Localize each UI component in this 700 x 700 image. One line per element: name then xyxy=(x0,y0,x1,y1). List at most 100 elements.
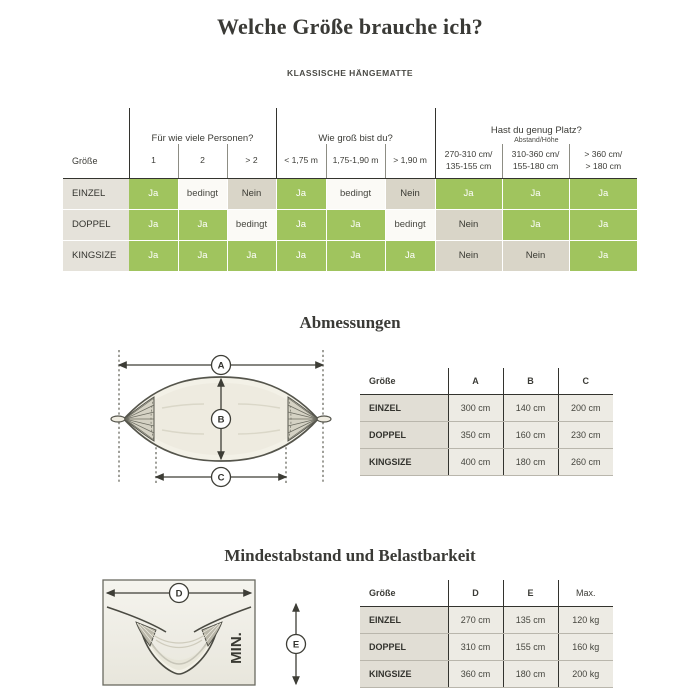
column-header-1-person: 1 xyxy=(128,144,178,179)
table-row: KINGSIZE Ja Ja Ja Ja Ja Ja Nein Nein Ja xyxy=(63,240,638,272)
measure-badge-a-bg xyxy=(210,354,232,376)
cell-doppel-8: Ja xyxy=(501,209,570,241)
dist-header-d: D xyxy=(447,580,503,607)
dim-header-b: B xyxy=(502,368,558,395)
table-row: DOPPEL 310 cm 155 cm 160 kg xyxy=(360,633,613,661)
cell-einzel-3: Nein xyxy=(226,178,277,210)
dist-einzel-d: 270 cm xyxy=(447,606,503,634)
cell-kingsize-7: Nein xyxy=(434,240,503,272)
dist-kingsize-max: 200 kg xyxy=(557,660,613,688)
cell-doppel-2: Ja xyxy=(177,209,227,241)
space-line-2: 135-155 cm xyxy=(445,160,492,171)
cell-einzel-2: bedingt xyxy=(177,178,227,210)
measure-label-d: D xyxy=(176,589,183,600)
group-header-spacer xyxy=(63,108,129,144)
dist-header-max: Max. xyxy=(557,580,613,607)
row-label-kingsize: KINGSIZE xyxy=(63,240,129,272)
measure-badge-b-bg xyxy=(210,408,232,430)
measure-badge-d-bg xyxy=(168,582,190,604)
cell-doppel-7: Nein xyxy=(434,209,503,241)
dimensions-table: Größe A B C EINZEL 300 cm 140 cm 200 cm … xyxy=(360,368,613,476)
space-line-1: 310-360 cm/ xyxy=(511,149,560,160)
table-row: KINGSIZE 360 cm 180 cm 200 kg xyxy=(360,660,613,688)
dim-doppel-a: 350 cm xyxy=(447,421,503,449)
dim-row-label-einzel: EINZEL xyxy=(360,394,448,422)
column-header-space-310-360: 310-360 cm/ 155-180 cm xyxy=(501,144,570,179)
column-header-2-persons: 2 xyxy=(177,144,227,179)
cell-einzel-7: Ja xyxy=(434,178,503,210)
product-type-label: KLASSISCHE HÄNGEMATTE xyxy=(287,68,413,78)
cell-einzel-9: Ja xyxy=(568,178,638,210)
hammock-hanging-diagram: D E MIN. xyxy=(102,579,307,686)
cell-kingsize-6: Ja xyxy=(384,240,436,272)
section-title-dimensions: Abmessungen xyxy=(299,313,401,332)
hammock-sag-shade xyxy=(144,630,214,670)
row-label-doppel: DOPPEL xyxy=(63,209,129,241)
cell-einzel-6: Nein xyxy=(384,178,436,210)
measure-label-a: A xyxy=(218,361,225,372)
dim-einzel-b: 140 cm xyxy=(502,394,558,422)
column-header-row: Größe 1 2 > 2 < 1,75 m 1,75-1,90 m > 1,9… xyxy=(63,144,638,179)
dimensions-header-row: Größe A B C xyxy=(360,368,613,395)
hammock-gathered-ends xyxy=(110,396,332,442)
cell-kingsize-1: Ja xyxy=(129,240,178,272)
hammock-flat-diagram: A B C xyxy=(110,350,332,488)
distance-table: Größe D E Max. EINZEL 270 cm 135 cm 120 … xyxy=(360,580,613,688)
cell-doppel-6: bedingt xyxy=(384,209,436,241)
table-row: KINGSIZE 400 cm 180 cm 260 cm xyxy=(360,448,613,476)
group-sublabel-space: Abstand/Höhe xyxy=(514,137,559,144)
column-header-175-190: 1,75-1,90 m xyxy=(325,144,386,179)
group-header-space: Hast du genug Platz? Abstand/Höhe xyxy=(434,108,638,144)
table-row: DOPPEL 350 cm 160 cm 230 cm xyxy=(360,421,613,449)
dim-row-label-doppel: DOPPEL xyxy=(360,421,448,449)
column-header-size: Größe xyxy=(63,144,129,179)
cell-doppel-1: Ja xyxy=(129,209,178,241)
dist-doppel-d: 310 cm xyxy=(447,633,503,661)
dist-header-size: Größe xyxy=(360,580,448,607)
cell-einzel-4: Ja xyxy=(275,178,327,210)
measure-label-c: C xyxy=(218,473,225,484)
dist-kingsize-d: 360 cm xyxy=(447,660,503,688)
dim-header-a: A xyxy=(447,368,503,395)
column-header-over-190: > 1,90 m xyxy=(384,144,436,179)
table-row: EINZEL Ja bedingt Nein Ja bedingt Nein J… xyxy=(63,178,638,210)
column-header-under-175: < 1,75 m xyxy=(275,144,327,179)
measure-badge-e-bg xyxy=(285,633,307,655)
compatibility-table-body: EINZEL Ja bedingt Nein Ja bedingt Nein J… xyxy=(63,178,638,272)
group-header-row: Für wie viele Personen? Wie groß bist du… xyxy=(63,108,638,144)
hammock-sag-ends xyxy=(135,621,223,649)
group-header-persons: Für wie viele Personen? xyxy=(128,108,277,144)
group-label-space: Hast du genug Platz? xyxy=(490,125,582,136)
dim-header-c: C xyxy=(557,368,613,395)
page-title: Welche Größe brauche ich? xyxy=(217,14,483,39)
dist-doppel-max: 160 kg xyxy=(557,633,613,661)
group-header-height: Wie groß bist du? xyxy=(275,108,436,144)
cell-einzel-1: Ja xyxy=(129,178,178,210)
dist-header-e: E xyxy=(502,580,558,607)
cell-kingsize-9: Ja xyxy=(568,240,638,272)
dim-doppel-b: 160 cm xyxy=(502,421,558,449)
cell-kingsize-2: Ja xyxy=(177,240,227,272)
dim-kingsize-b: 180 cm xyxy=(502,448,558,476)
dim-einzel-c: 200 cm xyxy=(557,394,613,422)
table-row: EINZEL 300 cm 140 cm 200 cm xyxy=(360,394,613,422)
dim-einzel-a: 300 cm xyxy=(447,394,503,422)
space-line-1: > 360 cm/ xyxy=(584,149,623,160)
space-line-2: > 180 cm xyxy=(585,160,622,171)
dist-kingsize-e: 180 cm xyxy=(502,660,558,688)
rope-left xyxy=(106,606,167,633)
column-header-space-over-360: > 360 cm/ > 180 cm xyxy=(568,144,638,179)
column-header-space-270-310: 270-310 cm/ 135-155 cm xyxy=(434,144,503,179)
dim-header-size: Größe xyxy=(360,368,448,395)
space-line-1: 270-310 cm/ xyxy=(444,149,493,160)
measure-label-e: E xyxy=(293,640,299,651)
dim-doppel-c: 230 cm xyxy=(557,421,613,449)
dist-row-label-einzel: EINZEL xyxy=(360,606,448,634)
dist-einzel-max: 120 kg xyxy=(557,606,613,634)
column-header-more-than-2: > 2 xyxy=(226,144,277,179)
cell-kingsize-3: Ja xyxy=(226,240,277,272)
rope-right xyxy=(193,606,252,633)
measure-badge-c-bg xyxy=(210,466,232,488)
section-title-distance: Mindestabstand und Belastbarkeit xyxy=(224,546,476,565)
